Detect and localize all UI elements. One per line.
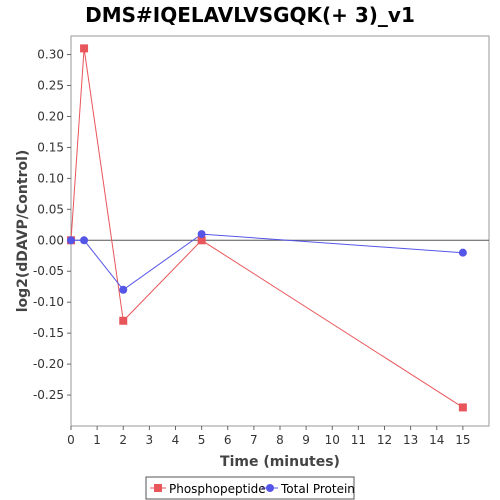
x-tick-label: 0 xyxy=(67,433,75,447)
x-tick-label: 13 xyxy=(403,433,418,447)
y-axis: -0.25 -0.20 -0.15 -0.10 -0.05 0.00 0.05 0.10 0.1… xyxy=(33,48,71,402)
x-tick-label: 7 xyxy=(250,433,258,447)
legend-box xyxy=(145,476,355,500)
data-point-total-protein xyxy=(458,248,467,257)
legend-label-phosphopeptide: Phosphopeptide xyxy=(169,482,266,496)
data-point-total-protein xyxy=(197,230,206,239)
y-tick-label: 0.25 xyxy=(37,79,64,93)
x-tick-label: 3 xyxy=(146,433,154,447)
y-tick-label: 0.20 xyxy=(37,109,64,123)
x-tick-label: 4 xyxy=(172,433,180,447)
legend-marker-phosphopeptide xyxy=(154,484,162,492)
x-tick-label: 8 xyxy=(276,433,284,447)
y-tick-label: 0.30 xyxy=(37,48,64,62)
data-point-phosphopeptide xyxy=(458,403,467,412)
legend-label-total-protein: Total Protein xyxy=(280,482,355,496)
data-point-total-protein xyxy=(119,285,128,294)
chart-title: DMS#IQELAVLVSGQK(+ 3)_v1 xyxy=(85,3,415,27)
x-axis: 0 1 2 3 4 5 6 7 8 9 10 11 12 13 14 15 xyxy=(67,426,471,447)
y-tick-label: 0.05 xyxy=(37,202,64,216)
x-tick-label: 15 xyxy=(455,433,470,447)
y-tick-label: -0.15 xyxy=(33,326,64,340)
x-tick-label: 11 xyxy=(351,433,366,447)
data-point-total-protein xyxy=(80,236,89,245)
x-tick-label: 1 xyxy=(93,433,101,447)
x-tick-label: 2 xyxy=(119,433,127,447)
y-axis-label: log2(dDAVP/Control) xyxy=(15,150,31,313)
data-point-total-protein xyxy=(67,236,75,245)
y-tick-label: -0.05 xyxy=(33,264,64,278)
plot-area xyxy=(70,35,490,427)
y-tick-label: 0.15 xyxy=(37,140,64,154)
y-tick-label: -0.20 xyxy=(33,357,64,371)
y-tick-label: 0.10 xyxy=(37,171,64,185)
legend-marker-total-protein xyxy=(266,484,274,492)
data-point-phosphopeptide xyxy=(197,236,206,245)
x-tick-label: 9 xyxy=(302,433,310,447)
x-tick-label: 6 xyxy=(224,433,232,447)
x-tick-label: 10 xyxy=(325,433,340,447)
x-tick-label: 12 xyxy=(377,433,392,447)
y-tick-label: -0.25 xyxy=(33,388,64,402)
y-tick-label: -0.10 xyxy=(33,295,64,309)
y-tick-label: 0.00 xyxy=(37,233,64,247)
data-point-phosphopeptide xyxy=(80,44,89,53)
data-point-phosphopeptide xyxy=(119,316,128,325)
x-tick-label: 5 xyxy=(198,433,206,447)
legend: Phosphopeptide Total Protein xyxy=(145,476,355,500)
x-tick-label: 14 xyxy=(429,433,444,447)
x-axis-label: Time (minutes) xyxy=(220,454,340,470)
